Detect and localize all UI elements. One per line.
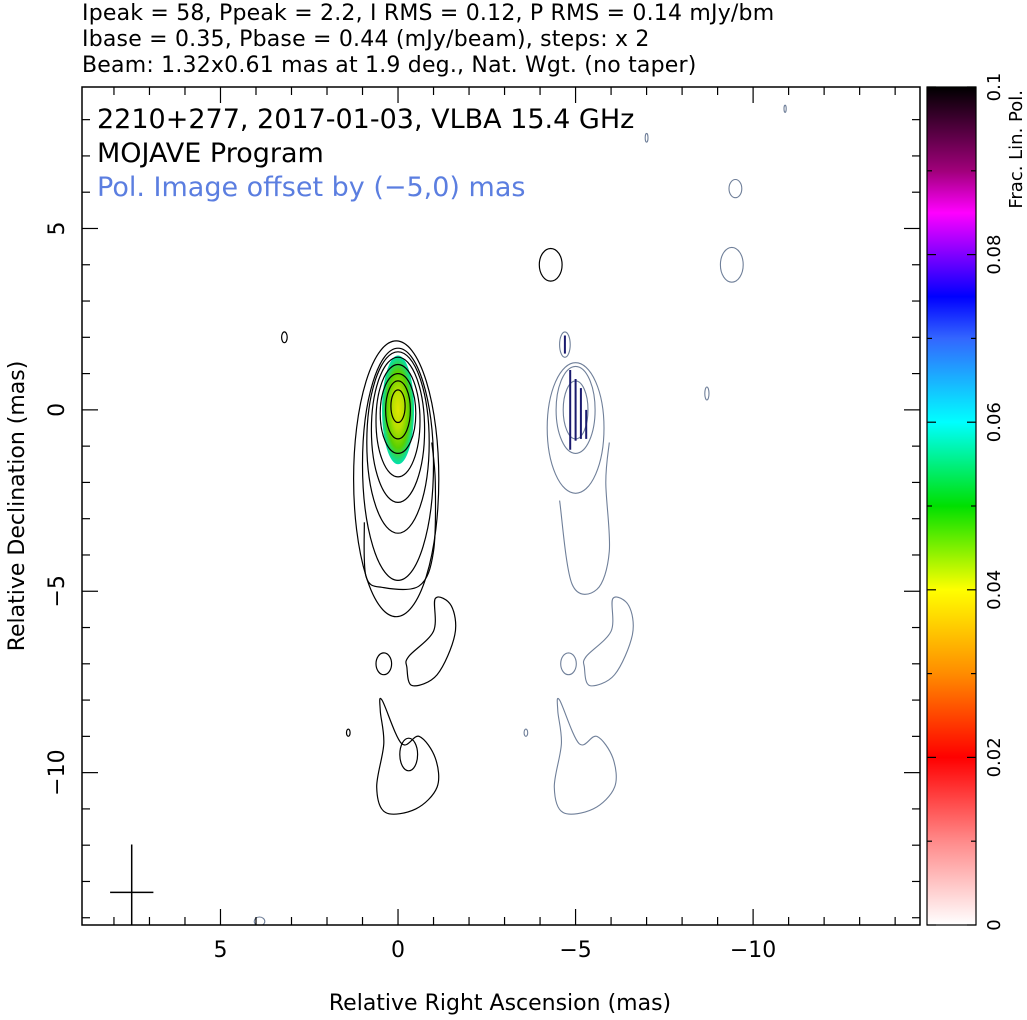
- header-line-3: Beam: 1.32x0.61 mas at 1.9 deg., Nat. Wg…: [82, 53, 697, 78]
- x-tick-label: −10: [730, 938, 776, 963]
- header-line-1: Ipeak = 58, Ppeak = 2.2, I RMS = 0.12, P…: [82, 1, 775, 26]
- stokes-i-contour: [385, 380, 412, 440]
- pol-contour: [523, 728, 529, 737]
- y-axis-title: Relative Declination (mas): [5, 361, 30, 652]
- pol-knot-contour: [582, 596, 634, 687]
- colorbar-title: Frac. Lin. Pol.: [1006, 90, 1027, 209]
- pol-contour: [555, 365, 596, 454]
- stokes-i-contour: [345, 728, 351, 737]
- stokes-i-contour: [375, 363, 421, 478]
- pol-contour: [253, 916, 266, 925]
- colorbar-tick-label: 0.1: [984, 73, 1005, 102]
- colorbar: [926, 86, 977, 926]
- pol-contour: [783, 104, 787, 113]
- offset-annotation: Pol. Image offset by (−5,0) mas: [97, 172, 525, 203]
- pol-contour: [704, 386, 710, 401]
- fractional-polarization-layer: [382, 355, 415, 465]
- stokes-i-knot-contour: [376, 697, 440, 815]
- colorbar-tick-label: 0.06: [984, 402, 1005, 442]
- y-tick-label: 0: [45, 403, 70, 417]
- x-axis-ticks: [113, 87, 896, 925]
- x-axis-title: Relative Right Ascension (mas): [329, 991, 671, 1016]
- stokes-i-contour: [366, 351, 430, 534]
- y-tick-label: −5: [45, 575, 70, 607]
- header-line-2: Ibase = 0.35, Pbase = 0.44 (mJy/beam), s…: [82, 27, 650, 52]
- stokes-i-contour: [538, 247, 563, 282]
- y-axis-ticks: [82, 119, 920, 919]
- colorbar-tick-label: 0: [984, 919, 1005, 930]
- colorbar-tick-label: 0.02: [984, 737, 1005, 777]
- pol-contour: [719, 246, 744, 283]
- stokes-i-jet-contour: [363, 442, 437, 591]
- y-tick-label: 5: [45, 222, 70, 236]
- pol-contour: [644, 132, 649, 143]
- pol-jet-contour: [559, 442, 611, 595]
- colorbar-ticks: [927, 86, 976, 926]
- colorbar-tick-labels: 0 0.02 0.04 0.06 0.08 0.1: [984, 73, 1005, 931]
- colorbar-tick-label: 0.08: [984, 235, 1005, 275]
- stokes-i-contours: [281, 247, 563, 815]
- pol-contour: [546, 362, 605, 494]
- x-tick-label: 0: [391, 938, 405, 963]
- pol-contour: [560, 652, 577, 676]
- y-axis-tick-labels: 5 0 −5 −10: [45, 222, 70, 796]
- stokes-i-contour: [399, 737, 419, 772]
- colorbar-tick-label: 0.04: [984, 570, 1005, 610]
- x-tick-label: 5: [214, 938, 228, 963]
- stokes-i-contour: [361, 347, 435, 581]
- stokes-i-contour: [379, 373, 417, 455]
- beam-marker: [110, 844, 154, 925]
- polarization-contours: [253, 104, 787, 925]
- x-axis-tick-labels: 5 0 −5 −10: [214, 938, 777, 963]
- frac-pol-core: [382, 355, 415, 465]
- program-annotation: MOJAVE Program: [97, 138, 324, 169]
- stokes-i-knot-contour: [405, 596, 457, 687]
- plot-content: [110, 104, 787, 925]
- source-annotation: 2210+277, 2017-01-03, VLBA 15.4 GHz: [97, 104, 634, 135]
- stokes-i-contour: [353, 340, 440, 618]
- y-tick-label: −10: [45, 749, 70, 795]
- stokes-i-contour: [390, 389, 406, 424]
- evpa-vectors: [563, 335, 588, 450]
- pol-knot-contour: [553, 697, 617, 815]
- stokes-i-contour: [281, 331, 288, 344]
- pol-contour: [728, 178, 743, 199]
- stokes-i-contour: [375, 652, 393, 676]
- stokes-i-contour: [370, 356, 426, 503]
- pol-contour: [559, 331, 571, 358]
- x-tick-label: −5: [559, 938, 591, 963]
- plot-frame: [81, 86, 921, 926]
